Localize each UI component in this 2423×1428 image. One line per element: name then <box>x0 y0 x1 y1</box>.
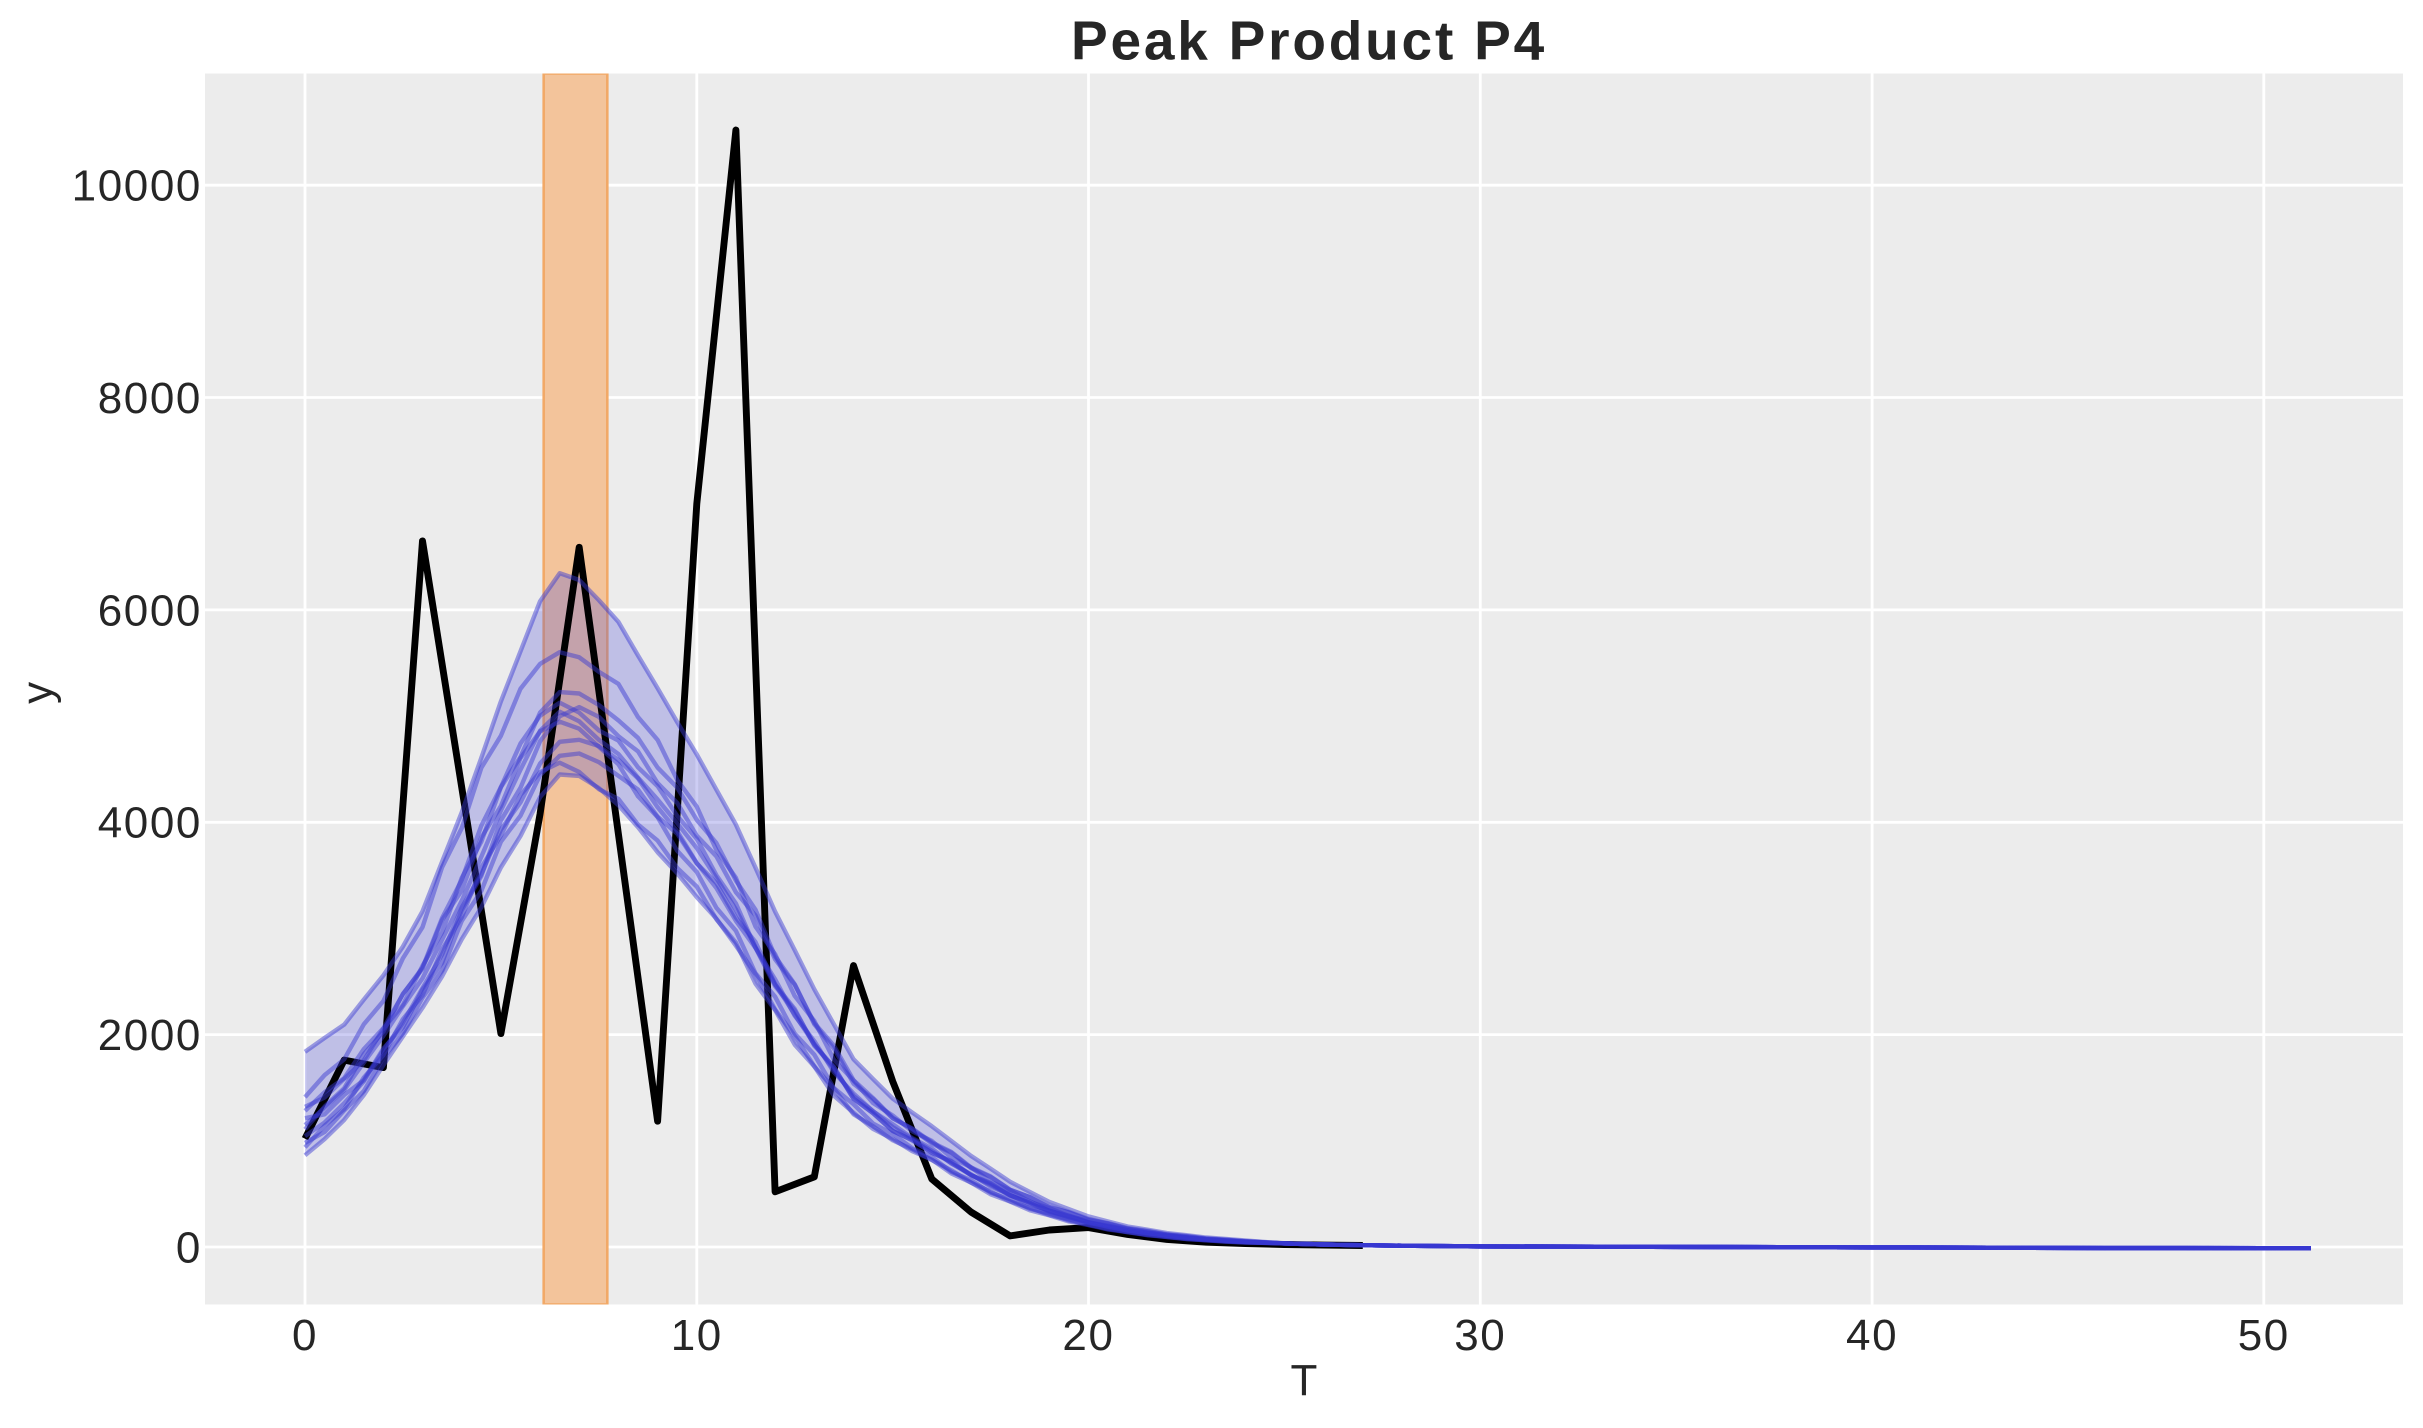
svg-text:y: y <box>13 680 62 704</box>
svg-text:0: 0 <box>292 1311 318 1360</box>
svg-text:4000: 4000 <box>98 799 202 848</box>
svg-text:8000: 8000 <box>98 374 202 423</box>
svg-text:10: 10 <box>671 1311 723 1360</box>
svg-text:40: 40 <box>1846 1311 1898 1360</box>
svg-text:6000: 6000 <box>98 586 202 635</box>
svg-text:10000: 10000 <box>72 162 202 211</box>
svg-text:50: 50 <box>2238 1311 2290 1360</box>
svg-text:0: 0 <box>176 1223 202 1272</box>
svg-text:Peak Product P4: Peak Product P4 <box>1071 10 1547 72</box>
svg-text:30: 30 <box>1454 1311 1506 1360</box>
svg-text:T: T <box>1291 1356 1319 1405</box>
svg-text:20: 20 <box>1062 1311 1114 1360</box>
svg-text:2000: 2000 <box>98 1011 202 1060</box>
